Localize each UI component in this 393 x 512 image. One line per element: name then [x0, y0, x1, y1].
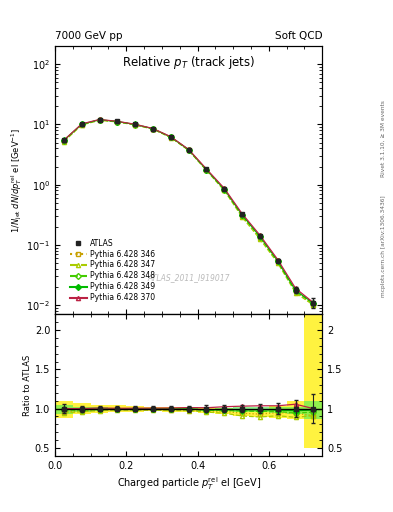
Text: 7000 GeV pp: 7000 GeV pp — [55, 31, 123, 41]
Text: Rivet 3.1.10, ≥ 3M events: Rivet 3.1.10, ≥ 3M events — [381, 100, 386, 177]
Text: Relative $p_T$ (track jets): Relative $p_T$ (track jets) — [122, 54, 255, 71]
Text: mcplots.cern.ch [arXiv:1306.3436]: mcplots.cern.ch [arXiv:1306.3436] — [381, 195, 386, 296]
Y-axis label: $1/N_\mathrm{jet}\ dN/dp_T^\mathrm{rel}\ \mathrm{el}\ [\mathrm{GeV}^{-1}]$: $1/N_\mathrm{jet}\ dN/dp_T^\mathrm{rel}\… — [9, 127, 24, 233]
Text: Soft QCD: Soft QCD — [275, 31, 322, 41]
X-axis label: Charged particle $p_T^\mathrm{rel}$ el [GeV]: Charged particle $p_T^\mathrm{rel}$ el [… — [117, 475, 261, 492]
Legend: ATLAS, Pythia 6.428 346, Pythia 6.428 347, Pythia 6.428 348, Pythia 6.428 349, P: ATLAS, Pythia 6.428 346, Pythia 6.428 34… — [67, 236, 158, 305]
Y-axis label: Ratio to ATLAS: Ratio to ATLAS — [23, 354, 32, 416]
Text: ATLAS_2011_I919017: ATLAS_2011_I919017 — [147, 273, 230, 282]
